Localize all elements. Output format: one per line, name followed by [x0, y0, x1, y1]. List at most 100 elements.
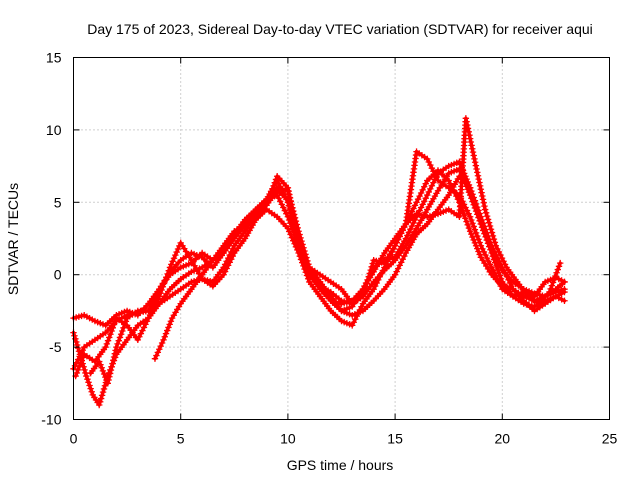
data-point [464, 125, 472, 132]
data-point [468, 216, 475, 224]
data-point [166, 321, 173, 328]
data-point [467, 187, 475, 195]
data-point [284, 184, 292, 192]
data-point [97, 361, 104, 368]
data-point [468, 230, 475, 238]
data-point [558, 290, 565, 297]
data-point [556, 259, 564, 267]
data-point [481, 230, 488, 237]
data-point [474, 210, 482, 218]
data-point [110, 353, 118, 361]
data-point [78, 357, 85, 364]
data-point [487, 246, 494, 253]
data-point [462, 215, 469, 222]
data-point [104, 380, 112, 387]
data-point [469, 194, 477, 201]
data-point [477, 186, 485, 193]
data-point [102, 343, 109, 351]
data-point [479, 192, 486, 200]
data-point [96, 401, 103, 409]
data-point [292, 221, 299, 229]
data-point [471, 159, 479, 166]
data-point [285, 216, 293, 224]
data-point [481, 202, 488, 210]
data-point [96, 358, 103, 365]
data-point [303, 257, 311, 265]
data-point [75, 348, 83, 355]
data-point [465, 128, 472, 136]
data-point [479, 196, 487, 203]
data-point [465, 224, 473, 232]
data-point [79, 354, 87, 361]
series-track-6 [87, 148, 568, 387]
data-point [117, 331, 125, 338]
data-point [286, 191, 293, 198]
data-point [552, 293, 560, 300]
data-point [98, 364, 105, 371]
data-point [475, 248, 482, 255]
data-point [476, 251, 483, 258]
data-point [158, 339, 166, 347]
data-point [475, 214, 483, 221]
data-point [547, 285, 554, 293]
data-point [484, 216, 492, 223]
data-point [561, 288, 568, 296]
x-tick-label: 0 [70, 431, 78, 447]
data-point [106, 334, 113, 341]
data-point [474, 232, 481, 240]
data-point [289, 208, 297, 215]
data-point [265, 195, 273, 202]
y-tick-label: 15 [46, 50, 62, 66]
data-point [361, 286, 369, 294]
data-point [83, 372, 90, 380]
data-point [81, 366, 88, 374]
data-point [558, 277, 565, 284]
data-point [291, 218, 299, 225]
data-point [366, 270, 373, 277]
data-point [284, 213, 292, 220]
data-point [301, 251, 308, 258]
data-point [480, 227, 487, 234]
data-point [460, 211, 468, 219]
data-series [70, 115, 568, 409]
data-point [97, 395, 105, 402]
data-point [468, 142, 475, 149]
data-point [475, 236, 482, 243]
data-point [160, 336, 167, 344]
data-point [165, 324, 172, 331]
data-point [85, 379, 92, 386]
data-point [478, 224, 486, 231]
plot-frame [73, 57, 610, 420]
data-point [478, 189, 485, 196]
data-point [304, 268, 312, 275]
data-point [473, 165, 480, 173]
data-point [166, 264, 174, 271]
data-point [300, 248, 307, 255]
data-point [490, 256, 498, 263]
data-point [288, 204, 296, 212]
data-point [116, 334, 124, 341]
data-point [471, 201, 479, 208]
data-point [483, 212, 491, 220]
data-point [482, 233, 489, 241]
data-point [73, 369, 81, 377]
data-point [108, 327, 115, 335]
data-point [496, 272, 504, 279]
data-point [474, 169, 481, 176]
data-point [98, 392, 106, 399]
data-point [494, 265, 501, 273]
data-point [469, 220, 476, 227]
data-point [156, 346, 163, 353]
data-point [468, 191, 476, 198]
data-point [474, 172, 482, 179]
data-point [110, 357, 117, 364]
data-point [471, 155, 478, 163]
data-point [365, 273, 372, 280]
data-point [482, 209, 490, 217]
data-point [469, 148, 477, 156]
data-point [289, 226, 296, 233]
data-point [73, 338, 80, 346]
data-point [100, 385, 108, 393]
axis-ticks: 0 5 10 15 20 25 -10 -5 0 5 10 15 [41, 50, 617, 447]
data-point [286, 228, 293, 235]
